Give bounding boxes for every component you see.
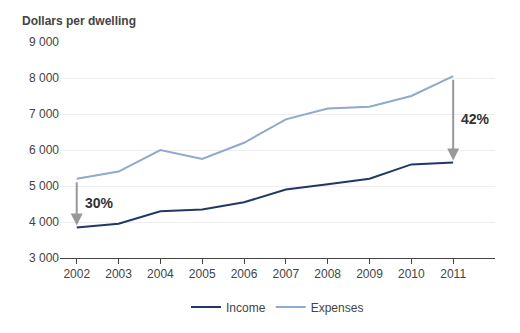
svg-text:Income: Income bbox=[226, 301, 266, 315]
svg-text:9 000: 9 000 bbox=[29, 35, 59, 49]
svg-text:7 000: 7 000 bbox=[29, 107, 59, 121]
svg-text:2007: 2007 bbox=[273, 267, 300, 281]
svg-text:30%: 30% bbox=[85, 195, 114, 211]
svg-text:2002: 2002 bbox=[63, 267, 90, 281]
svg-text:4 000: 4 000 bbox=[29, 215, 59, 229]
svg-text:Expenses: Expenses bbox=[311, 301, 364, 315]
svg-text:2008: 2008 bbox=[314, 267, 341, 281]
svg-text:8 000: 8 000 bbox=[29, 71, 59, 85]
svg-text:2010: 2010 bbox=[398, 267, 425, 281]
svg-text:5 000: 5 000 bbox=[29, 179, 59, 193]
svg-text:42%: 42% bbox=[461, 111, 490, 127]
svg-text:2011: 2011 bbox=[440, 267, 466, 281]
svg-text:2006: 2006 bbox=[231, 267, 258, 281]
svg-text:2009: 2009 bbox=[356, 267, 383, 281]
svg-text:2003: 2003 bbox=[105, 267, 132, 281]
svg-text:3 000: 3 000 bbox=[29, 251, 59, 265]
svg-text:6 000: 6 000 bbox=[29, 143, 59, 157]
svg-text:2004: 2004 bbox=[147, 267, 174, 281]
svg-text:Dollars per dwelling: Dollars per dwelling bbox=[22, 14, 136, 28]
svg-text:2005: 2005 bbox=[189, 267, 216, 281]
